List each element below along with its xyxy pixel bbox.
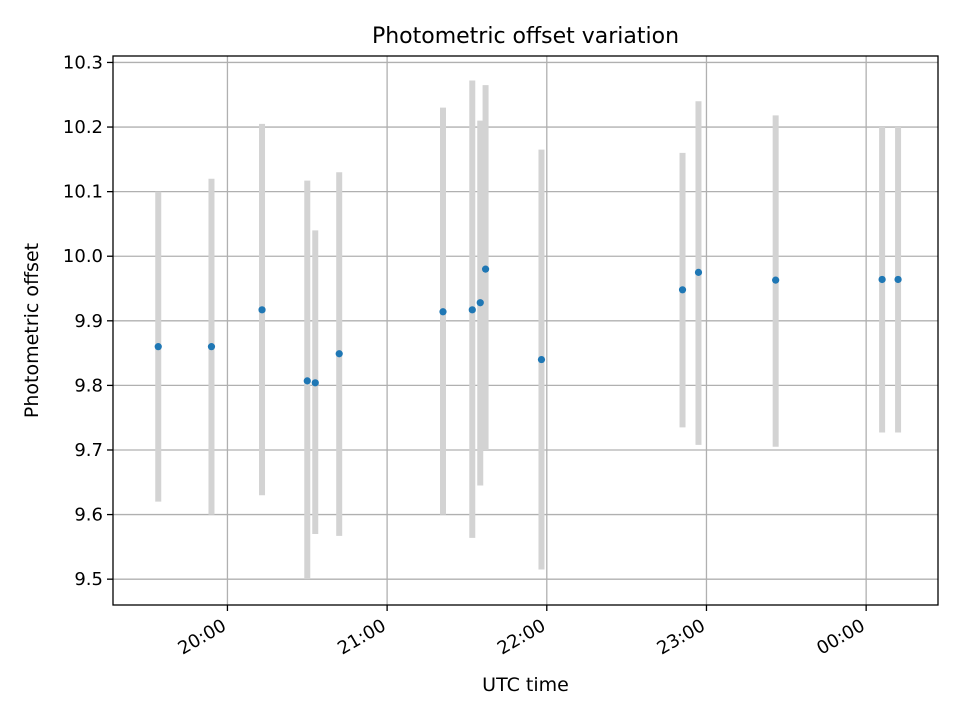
data-point: [694, 268, 703, 276]
data-points: [154, 265, 902, 387]
y-tick-label: 9.6: [74, 505, 103, 526]
y-axis-label: Photometric offset: [21, 243, 43, 418]
x-axis-label: UTC time: [482, 674, 569, 696]
y-tick-label: 10.3: [63, 52, 103, 73]
axes-frame: [112, 55, 939, 606]
data-point: [468, 306, 476, 314]
data-point: [537, 355, 546, 364]
data-point: [311, 379, 319, 387]
data-point: [878, 275, 886, 284]
data-point: [772, 276, 780, 284]
y-axis-ticks: 9.5 9.6 9.7 9.8 9.9 10.0 10.1 10.2 10.3: [63, 52, 113, 590]
grid-lines: [113, 56, 938, 605]
data-point: [481, 265, 490, 273]
data-point: [894, 275, 902, 284]
y-tick-label: 9.8: [74, 375, 103, 396]
data-point: [207, 343, 216, 351]
data-point: [258, 306, 266, 314]
y-tick-label: 10.2: [63, 117, 103, 138]
data-point: [335, 350, 343, 358]
y-tick-label: 9.5: [74, 569, 103, 590]
y-tick-label: 10.0: [63, 246, 103, 267]
data-point: [154, 343, 162, 351]
data-point: [303, 377, 311, 385]
chart-title: Photometric offset variation: [372, 24, 679, 49]
y-tick-label: 9.7: [74, 440, 103, 461]
y-tick-label: 9.9: [74, 311, 103, 332]
data-point: [476, 299, 484, 307]
data-point: [439, 308, 447, 316]
y-tick-label: 10.1: [63, 182, 103, 203]
data-point: [678, 286, 687, 294]
